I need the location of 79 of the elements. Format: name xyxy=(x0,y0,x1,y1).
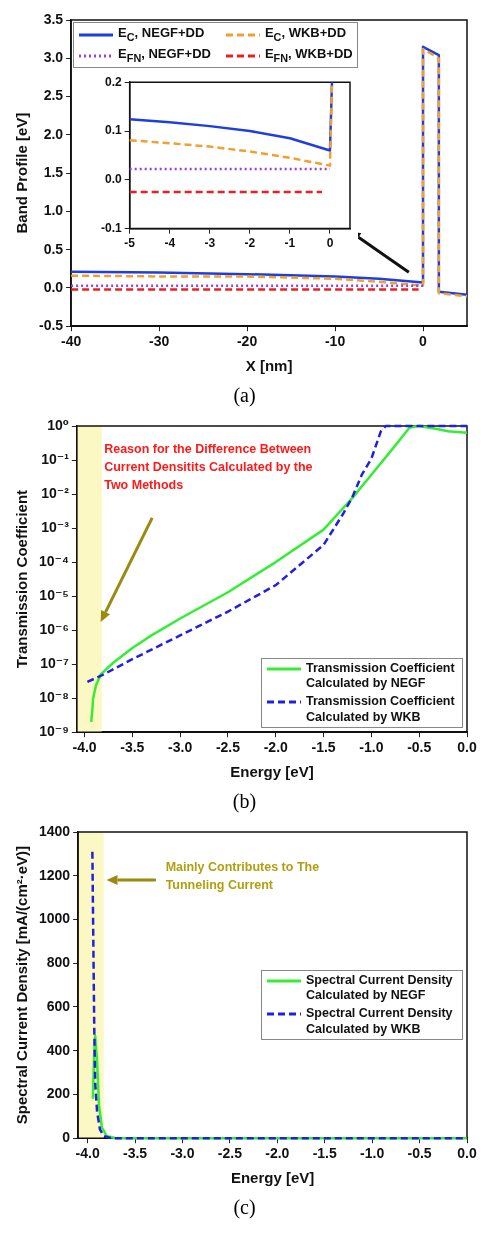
y-tick-label: 200 xyxy=(46,1085,71,1102)
legend-label: Spectral Current Density Calculated by NEGF xyxy=(306,972,454,1005)
x-tick-label: -4 xyxy=(164,236,176,251)
x-axis-title: X [nm] xyxy=(245,357,293,375)
y-tick-label: 10⁰ xyxy=(47,416,69,433)
y-tick-label: 0 xyxy=(62,1129,71,1146)
x-tick-label: -10 xyxy=(324,333,346,350)
x-tick-label: -1.0 xyxy=(359,739,384,756)
x-tick-label: -3.5 xyxy=(120,739,145,756)
y-tick-label: 3.5 xyxy=(43,10,64,27)
legend-label: E$_{C}$, NEGF+DD xyxy=(118,25,205,45)
x-tick-label: -2.0 xyxy=(263,739,289,756)
y-tick-label: 1400 xyxy=(38,822,71,839)
x-axis-title: Energy [eV] xyxy=(230,1169,315,1187)
text: (a) xyxy=(232,383,257,409)
legend-label: Transmission Coefficient Calculated by NEGF xyxy=(306,660,456,692)
x-tick-label: -3.5 xyxy=(122,1145,148,1162)
y-axis-title: Spectral Current Density [mA/(cm²·eV)] xyxy=(13,845,31,1125)
x-tick-label: -3 xyxy=(204,236,216,251)
y-tick-label: 0.2 xyxy=(104,74,122,89)
legend-label: E$_{FN}$, WKB+DD xyxy=(264,46,353,66)
x-tick-label: -1 xyxy=(284,236,296,251)
text: (b) xyxy=(231,789,258,815)
y-tick-label: 0.1 xyxy=(104,123,122,138)
x-tick-label: 0.0 xyxy=(457,739,477,756)
annotation: Reason for the Difference Between Current Densitits Calculated by the Two Methods xyxy=(104,440,314,494)
y-tick-label: 10⁻³ xyxy=(41,518,70,535)
legend-label: Transmission Coefficient Calculated by WKB xyxy=(306,693,456,726)
y-axis-title: Transmission Coefficient xyxy=(13,489,31,669)
x-tick-label: -0.5 xyxy=(407,739,432,756)
legend-label: E$_{FN}$, NEGF+DD xyxy=(118,46,211,66)
y-tick-label: 10⁻⁶ xyxy=(39,620,69,637)
x-tick-label: -1.0 xyxy=(360,1145,385,1162)
y-tick-label: -0.5 xyxy=(39,317,64,334)
x-tick-label: -2.5 xyxy=(217,1145,243,1162)
x-axis-title: Energy [eV] xyxy=(230,763,314,781)
y-tick-label: 3.0 xyxy=(43,49,64,66)
x-tick-label: -40 xyxy=(61,333,82,350)
text: (c) xyxy=(232,1195,257,1221)
y-tick-label: 800 xyxy=(46,954,71,971)
y-tick-label: 1.0 xyxy=(43,202,64,219)
y-tick-label: 2.5 xyxy=(43,87,64,104)
y-tick-label: 1200 xyxy=(38,866,71,883)
x-tick-label: -4.0 xyxy=(72,739,97,756)
x-tick-label: 0 xyxy=(419,333,428,350)
x-tick-label: -20 xyxy=(236,333,258,350)
legend-label: Spectral Current Density Calculated by WKB xyxy=(306,1006,454,1038)
x-tick-label: -5 xyxy=(124,236,136,251)
x-tick-label: -0.5 xyxy=(407,1145,432,1162)
x-tick-label: -4.0 xyxy=(75,1145,100,1162)
x-tick-label: -30 xyxy=(148,333,170,350)
x-tick-label: -3.0 xyxy=(170,1145,195,1162)
x-tick-label: -1.5 xyxy=(312,1145,338,1162)
x-tick-label: 0.0 xyxy=(457,1145,477,1162)
y-tick-label: 0.0 xyxy=(43,278,64,295)
x-tick-label: 0 xyxy=(326,236,334,251)
y-tick-label: 0.5 xyxy=(43,240,64,257)
y-axis-title: Band Profile [eV] xyxy=(13,112,31,234)
x-tick-label: -2.5 xyxy=(215,739,241,756)
y-tick-label: 400 xyxy=(46,1041,71,1058)
y-tick-label: 10⁻⁷ xyxy=(40,655,70,672)
y-tick-label: 1000 xyxy=(38,910,71,927)
y-tick-label: 1.5 xyxy=(43,163,64,180)
y-tick-label: 600 xyxy=(46,997,71,1014)
y-tick-label: 10⁻⁸ xyxy=(39,689,69,706)
y-tick-label: -0.1 xyxy=(100,220,122,235)
x-tick-label: -2.0 xyxy=(265,1145,290,1162)
y-tick-label: 0.0 xyxy=(104,172,122,187)
y-tick-label: 10⁻⁴ xyxy=(39,552,69,569)
annotation: Mainly Contributes to The Tunneling Current xyxy=(165,859,321,895)
y-tick-label: 10⁻² xyxy=(41,484,70,501)
x-tick-label: -2 xyxy=(244,236,256,251)
y-tick-label: 10⁻¹ xyxy=(41,450,70,467)
y-tick-label: 2.0 xyxy=(43,125,64,142)
y-tick-label: 10⁻⁹ xyxy=(39,723,69,740)
legend-label: E$_{C}$, WKB+DD xyxy=(264,25,347,45)
x-tick-label: -1.5 xyxy=(311,739,336,756)
y-tick-label: 10⁻⁵ xyxy=(39,586,69,603)
x-tick-label: -3.0 xyxy=(168,739,193,756)
